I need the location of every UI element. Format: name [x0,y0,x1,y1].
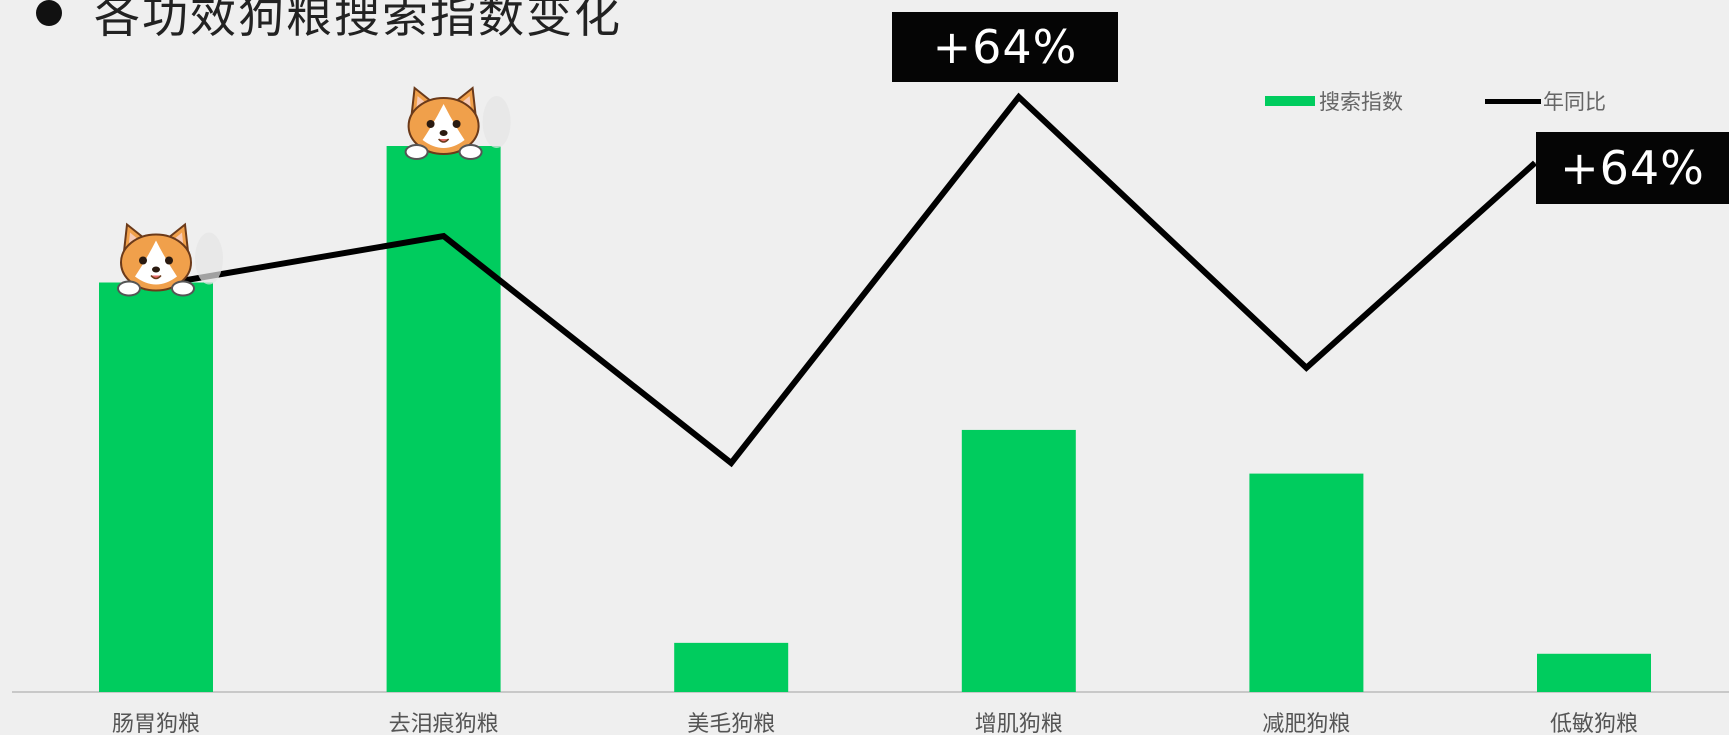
corgi-part [135,240,177,285]
line-point [730,462,732,464]
corgi-part [404,144,429,160]
bullet-icon [36,0,62,26]
corgi-part [150,274,162,280]
corgi-part [458,144,483,160]
corgi-icon [117,222,223,297]
legend-item-bar: 搜索指数 [1265,86,1403,116]
corgi-part [171,280,195,297]
callout-label: +64% [1536,132,1729,204]
corgi-part [139,256,147,265]
x-tick-label: 美毛狗粮 [687,712,775,735]
bar [1249,473,1364,692]
bar [674,642,789,692]
legend-bar-label: 搜索指数 [1319,90,1403,114]
legend-item-line: 年同比 [1485,86,1606,116]
corgi-part [426,120,435,128]
corgi-part [152,266,160,273]
x-tick-label: 增肌狗粮 [975,712,1063,735]
legend-bar-swatch [1265,96,1315,106]
x-tick-label: 减肥狗粮 [1262,712,1350,735]
corgi-part [482,96,511,148]
chart-legend: 搜索指数 年同比 [1265,86,1606,116]
bar [99,282,213,692]
x-tick-label: 去泪痕狗粮 [389,712,499,735]
corgi-part [422,104,465,148]
corgi-part [195,232,223,285]
bar [386,146,501,692]
line-point [1018,96,1020,98]
legend-line-swatch [1485,98,1541,104]
corgi-part [165,256,173,265]
bar [1537,653,1651,692]
chart-title: 各功效狗粮搜索指数变化 [94,0,622,43]
line-point [1305,367,1307,369]
bar [961,429,1076,692]
x-tick-label: 低敏狗粮 [1550,712,1638,735]
line-point [443,235,445,237]
corgi-part [117,280,141,297]
line-series [143,92,1538,468]
legend-line-label: 年同比 [1543,90,1606,114]
corgi-part [452,120,461,128]
callout-label: +64% [892,12,1118,82]
corgi-part [439,130,448,136]
corgi-part [438,138,450,143]
corgi-icon [404,86,511,160]
chart-title-row: 各功效狗粮搜索指数变化 [36,0,622,48]
x-tick-label: 肠胃狗粮 [112,712,200,735]
line-point [1534,162,1536,164]
